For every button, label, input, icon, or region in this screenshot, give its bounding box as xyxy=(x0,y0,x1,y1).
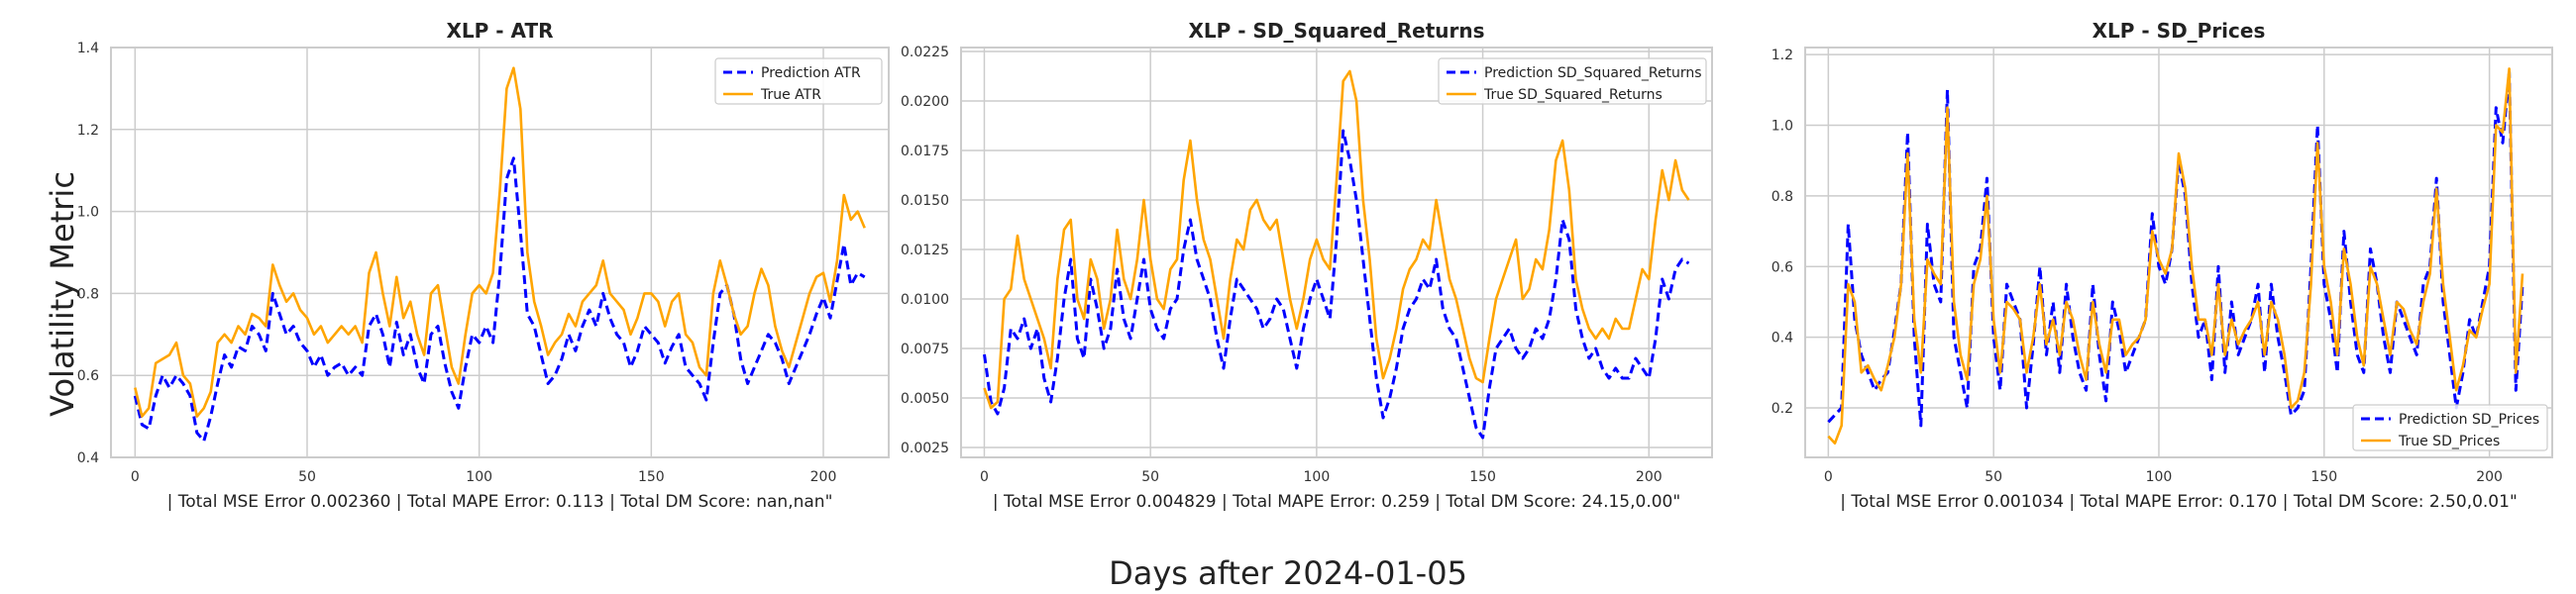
y-tick-label: 0.4 xyxy=(77,450,99,466)
legend-box xyxy=(2352,404,2548,451)
x-tick-label: 0 xyxy=(131,469,140,485)
x-tick-label: 150 xyxy=(638,469,665,485)
y-tick-label: 0.6 xyxy=(1771,259,1793,275)
legend-label: True SD_Prices xyxy=(2398,434,2500,449)
plot-frame xyxy=(110,47,890,458)
legend-box xyxy=(1438,57,1707,105)
chart-title: XLP - SD_Squared_Returns xyxy=(1188,19,1484,43)
plot-frame xyxy=(1804,47,2553,458)
error-summary-label: | Total MSE Error 0.002360 | Total MAPE … xyxy=(167,492,833,512)
x-tick-label: 150 xyxy=(2310,469,2337,485)
y-tick-label: 0.8 xyxy=(77,286,99,302)
x-tick-label: 100 xyxy=(1304,469,1331,485)
y-tick-label: 1.4 xyxy=(77,41,99,56)
y-tick-label: 0.0025 xyxy=(901,441,949,456)
y-tick-label: 0.0200 xyxy=(901,94,949,110)
y-tick-label: 0.0050 xyxy=(901,391,949,407)
y-tick-label: 1.0 xyxy=(77,205,99,221)
legend-label: Prediction SD_Squared_Returns xyxy=(1484,65,1702,81)
x-tick-label: 0 xyxy=(1824,469,1833,485)
legend: Prediction ATR True ATR xyxy=(714,57,883,105)
y-tick-label: 1.0 xyxy=(1771,119,1793,135)
chart-title: XLP - SD_Prices xyxy=(2093,19,2266,43)
plot-area xyxy=(1805,48,2552,457)
x-tick-label: 100 xyxy=(466,469,492,485)
true-series-line xyxy=(1827,67,2524,445)
legend-label: Prediction ATR xyxy=(761,65,861,81)
y-tick-label: 0.0125 xyxy=(901,243,949,258)
error-summary-label: | Total MSE Error 0.001034 | Total MAPE … xyxy=(1840,492,2518,512)
y-tick-label: 0.0150 xyxy=(901,193,949,209)
x-tick-label: 50 xyxy=(1141,469,1159,485)
y-tick-label: 0.2 xyxy=(1771,401,1793,417)
chart-panel-sd-prices: 0 50 100 150 200 0.2 0.4 0.6 0.8 1.0 1.2 XLP - SD_P… xyxy=(1771,19,2553,512)
y-tick-label: 0.6 xyxy=(77,368,99,384)
y-tick-label: 1.2 xyxy=(1771,48,1793,63)
x-tick-label: 50 xyxy=(1985,469,2002,485)
x-tick-label: 200 xyxy=(2476,469,2503,485)
x-tick-label: 100 xyxy=(2146,469,2173,485)
true-series-line xyxy=(983,69,1690,410)
y-tick-label: 0.0100 xyxy=(901,292,949,308)
y-tick-label: 0.8 xyxy=(1771,189,1793,205)
prediction-series-line xyxy=(133,156,866,443)
y-tick-label: 0.0175 xyxy=(901,144,949,159)
plot-frame xyxy=(960,47,1713,458)
x-tick-label: 150 xyxy=(1469,469,1496,485)
x-tick-label: 200 xyxy=(1636,469,1663,485)
error-summary-label: | Total MSE Error 0.004829 | Total MAPE … xyxy=(993,492,1680,512)
x-tick-label: 0 xyxy=(980,469,989,485)
figure-x-axis-label: Days after 2024-01-05 xyxy=(1109,554,1467,592)
legend-label: True SD_Squared_Returns xyxy=(1483,87,1663,103)
chart-panel-sd-squared-returns: 0 50 100 150 200 0.0025 0.0050 0.0075 0.0100 0.01… xyxy=(901,19,1713,512)
legend-label: Prediction SD_Prices xyxy=(2399,412,2539,428)
prediction-series-line xyxy=(983,129,1690,440)
y-tick-label: 0.0075 xyxy=(901,342,949,357)
true-series-line xyxy=(134,66,866,418)
x-tick-label: 200 xyxy=(810,469,837,485)
legend: Prediction SD_Squared_Returns True SD_Squ… xyxy=(1438,57,1707,105)
legend-label: True ATR xyxy=(760,87,821,103)
chart-title: XLP - ATR xyxy=(446,19,553,43)
x-tick-label: 50 xyxy=(298,469,316,485)
legend: Prediction SD_Prices True SD_Prices xyxy=(2352,404,2548,451)
y-tick-label: 1.2 xyxy=(77,123,99,139)
legend-box xyxy=(714,57,883,105)
plot-area xyxy=(961,48,1712,457)
chart-panel-atr: 0 50 100 150 200 0.4 0.6 0.8 1.0 1.2 1.4 XLP - ATR |… xyxy=(77,19,890,512)
y-tick-label: 0.0225 xyxy=(901,45,949,60)
y-tick-label: 0.4 xyxy=(1771,331,1793,346)
figure-y-axis-label: Volatility Metric xyxy=(44,171,81,417)
